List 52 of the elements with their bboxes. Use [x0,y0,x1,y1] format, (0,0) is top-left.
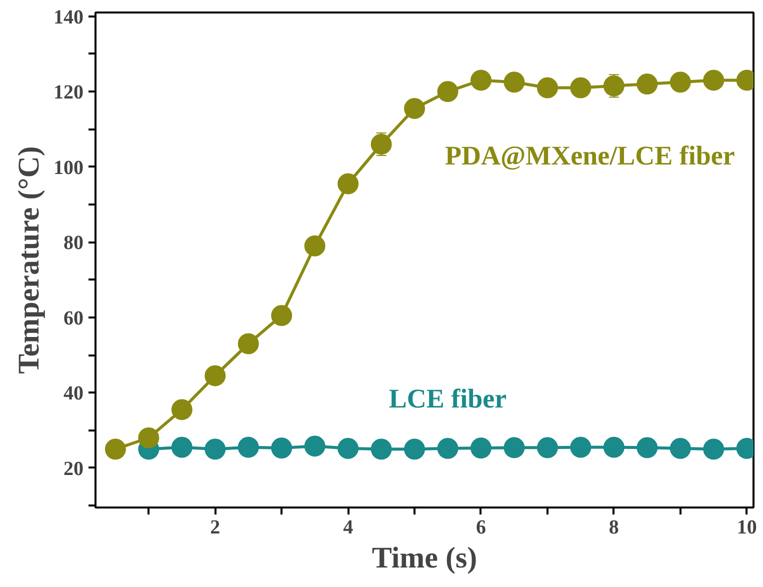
point [104,438,126,460]
point [171,399,192,420]
point [504,437,525,458]
x-tick-label: 10 [736,516,757,538]
point [370,438,392,460]
y-tick-label: 40 [64,382,84,405]
point [603,436,624,458]
point [238,436,259,458]
y-tick-label: 100 [54,156,84,179]
x-tick-label: 8 [608,516,619,538]
point [703,438,724,460]
point [536,77,558,98]
point [570,436,592,458]
y-axis-title: Temperature (°C) [12,146,46,374]
point [703,70,724,91]
point [470,70,492,91]
point [670,438,691,459]
point [204,438,226,460]
point [338,173,359,194]
point [404,438,426,460]
point [570,77,592,98]
point [404,98,426,119]
y-tick-label: 80 [64,232,84,254]
y-tick-label: 20 [64,458,84,480]
series-label: PDA@MXene/LCE fiber [445,140,735,170]
y-tick-label: 140 [54,6,84,28]
point [437,438,458,459]
point [437,81,458,102]
point [304,235,326,256]
x-tick-label: 6 [476,516,486,538]
point [171,436,192,458]
point [504,72,525,93]
x-tick-label: 4 [343,516,354,538]
point [470,438,492,459]
point [636,437,658,458]
x-tick-label: 2 [210,516,220,538]
y-tick-label: 120 [54,82,84,104]
point [304,436,326,457]
point [670,72,691,93]
point [204,365,226,386]
point [138,427,160,448]
x-axis-title: Time (s) [372,542,478,574]
point [370,134,392,155]
point [238,333,259,354]
point [536,437,558,458]
y-tick-label: 60 [64,307,84,330]
point [338,438,359,459]
point [636,74,658,94]
series-label: LCE fiber [388,383,507,414]
point [271,305,292,326]
point [271,438,292,459]
point [603,75,624,96]
